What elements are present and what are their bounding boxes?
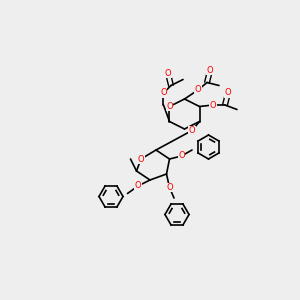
Text: O: O [189, 126, 195, 135]
Text: O: O [210, 100, 216, 109]
Text: O: O [178, 152, 185, 160]
Text: O: O [225, 88, 231, 98]
Text: O: O [166, 183, 173, 192]
Text: O: O [195, 85, 201, 94]
Text: O: O [160, 88, 167, 98]
Text: O: O [166, 102, 173, 111]
Text: O: O [207, 66, 213, 75]
Text: O: O [135, 182, 141, 190]
Text: O: O [165, 69, 171, 78]
Text: O: O [138, 154, 144, 164]
